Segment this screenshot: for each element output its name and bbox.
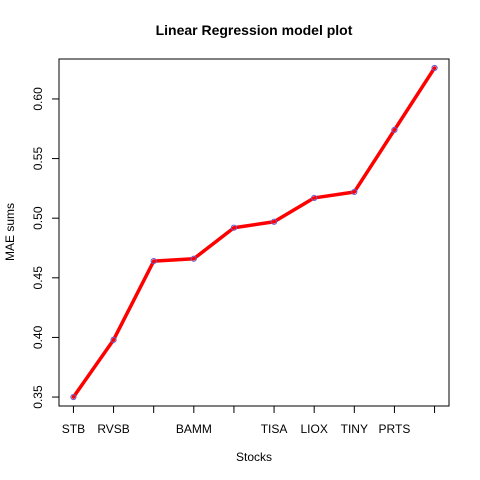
data-point bbox=[391, 126, 398, 134]
x-axis-label: Stocks bbox=[236, 450, 272, 464]
y-tick-label: 0.40 bbox=[31, 325, 45, 349]
x-tick-label: TISA bbox=[261, 422, 288, 436]
data-point bbox=[311, 194, 318, 202]
data-point bbox=[270, 218, 278, 225]
x-tick-label: STB bbox=[62, 422, 85, 436]
plot-frame bbox=[58, 58, 450, 407]
y-axis-label: MAE sums bbox=[3, 203, 17, 261]
x-tick-label: RVSB bbox=[97, 422, 129, 436]
y-axis: 0.35 0.40 0.45 0.50 0.55 0.60 bbox=[31, 87, 59, 409]
y-tick-label: 0.55 bbox=[31, 147, 45, 171]
y-tick-label: 0.45 bbox=[31, 266, 45, 290]
y-tick-label: 0.60 bbox=[31, 87, 45, 111]
x-tick-label: LIOX bbox=[301, 422, 328, 436]
series-line bbox=[71, 66, 437, 399]
data-point bbox=[70, 393, 77, 401]
data-point bbox=[431, 64, 438, 72]
data-point bbox=[351, 188, 358, 196]
x-axis: STB RVSB BAMM TISA LIOX TINY PRTS bbox=[62, 406, 436, 436]
data-point bbox=[190, 255, 197, 262]
x-tick-label: TINY bbox=[341, 422, 368, 436]
data-point bbox=[150, 258, 157, 265]
x-tick-label: BAMM bbox=[176, 422, 212, 436]
y-tick-label: 0.50 bbox=[31, 206, 45, 230]
x-tick-label: PRTS bbox=[379, 422, 411, 436]
chart-title: Linear Regression model plot bbox=[156, 22, 353, 38]
y-tick-label: 0.35 bbox=[31, 385, 45, 409]
data-point bbox=[110, 336, 117, 343]
series-layer bbox=[70, 64, 438, 401]
data-point bbox=[230, 224, 238, 231]
